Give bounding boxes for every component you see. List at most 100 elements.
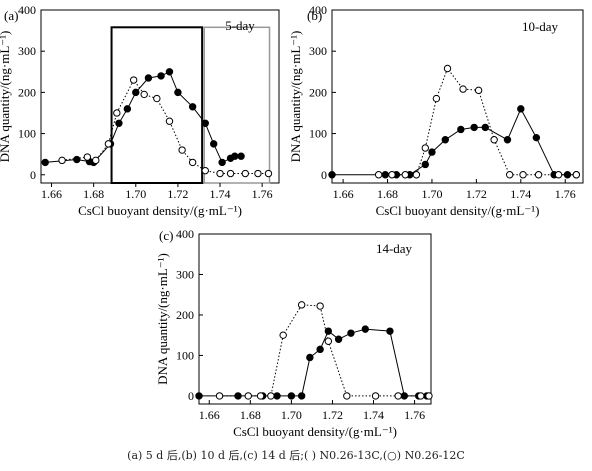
panel-label: (c) xyxy=(159,228,173,243)
series-2-point xyxy=(474,86,483,95)
series-2-point xyxy=(226,169,235,178)
series-1-point xyxy=(165,68,174,76)
series-2-point xyxy=(279,331,287,339)
series-2-point xyxy=(388,171,396,179)
x-tick-label: 1.68 xyxy=(240,408,261,422)
series-2-point xyxy=(572,171,581,179)
series-2-point xyxy=(83,153,92,161)
series-2-point xyxy=(297,301,306,309)
series-1-point xyxy=(123,105,132,113)
x-tick-label: 1.72 xyxy=(167,187,188,201)
series-2-point xyxy=(505,171,514,179)
series-2-point xyxy=(58,156,66,165)
series-2-point xyxy=(264,169,273,178)
series-1-point xyxy=(334,335,343,343)
duration-label: 14-day xyxy=(376,241,413,256)
x-tick-label: 1.70 xyxy=(281,408,302,422)
x-tick-label: 1.68 xyxy=(377,187,398,201)
y-axis-label: DNA quantity/(ng·mL⁻¹) xyxy=(288,31,303,163)
series-1-point xyxy=(201,119,209,127)
figure-caption: (a) 5 d 后,(b) 10 d 后,(c) 14 d 后;( ) N0.2… xyxy=(127,449,465,462)
series-2-point xyxy=(401,171,410,179)
series-2-point xyxy=(316,302,324,310)
x-tick-label: 1.66 xyxy=(333,187,354,201)
series-2-point xyxy=(178,146,186,154)
series-2-point xyxy=(421,144,429,152)
series-1-point xyxy=(188,103,197,111)
series-1-point xyxy=(218,158,226,167)
series-1-point xyxy=(195,392,203,400)
series-2-point xyxy=(519,171,527,179)
x-tick-label: 1.66 xyxy=(199,408,220,422)
y-tick-label: 300 xyxy=(176,267,194,281)
series-2-point xyxy=(256,392,265,400)
y-tick-label: 400 xyxy=(309,3,327,17)
series-2-point xyxy=(324,337,333,345)
series-1-point xyxy=(237,152,245,160)
duration-label: 5-day xyxy=(225,18,255,33)
plot-frame xyxy=(198,233,432,405)
x-tick-label: 1.76 xyxy=(252,187,273,201)
chart-panel-2: 1.66 1.68 1.70 1.72 1.74 1.76 0 100 200 300 400 CsC… xyxy=(288,3,584,218)
series-1-point xyxy=(457,125,465,134)
series-2-point xyxy=(129,76,138,84)
figure: 1.66 1.68 1.70 1.72 1.74 1.76 0 100 200 300 400 CsC… xyxy=(0,3,584,439)
x-tick-label: 1.76 xyxy=(555,187,576,201)
series-1-point xyxy=(386,327,394,335)
series-1-point xyxy=(174,88,182,97)
series-1-point xyxy=(157,72,165,80)
series-line-1 xyxy=(45,71,242,164)
series-2-point xyxy=(432,94,441,103)
panel-label: (b) xyxy=(307,8,322,23)
series-1-point xyxy=(328,171,336,179)
x-tick-label: 1.72 xyxy=(322,408,343,422)
series-1-point xyxy=(441,136,449,144)
series-2-point xyxy=(267,392,275,400)
series-1-point xyxy=(347,329,355,337)
highlight-box-1 xyxy=(110,26,204,184)
series-2-point xyxy=(216,169,224,178)
plot-frame xyxy=(331,9,584,184)
y-tick-label: 300 xyxy=(309,44,327,58)
x-tick-label: 1.70 xyxy=(125,187,146,201)
x-tick-label: 1.76 xyxy=(404,408,425,422)
series-1-point xyxy=(306,353,314,362)
y-tick-label: 200 xyxy=(176,308,194,322)
series-2-point xyxy=(165,117,174,125)
series-1-point xyxy=(470,123,478,132)
chart-panel-1: 1.66 1.68 1.70 1.72 1.74 1.76 0 100 200 300 400 CsC… xyxy=(0,3,280,218)
series-2-point xyxy=(113,109,121,117)
series-2-point xyxy=(254,169,262,178)
series-2-point xyxy=(490,136,498,144)
chart-panel-3: 1.66 1.68 1.70 1.72 1.74 1.76 0 100 200 300 400 CsC… xyxy=(155,227,433,439)
series-1-point xyxy=(361,325,370,333)
series-2-point xyxy=(459,85,467,93)
series-1-point xyxy=(503,136,512,144)
series-1-point xyxy=(532,133,541,142)
y-tick-label: 300 xyxy=(18,44,36,58)
series-1-point xyxy=(428,148,436,156)
y-tick-label: 0 xyxy=(321,168,327,182)
x-tick-label: 1.66 xyxy=(41,187,62,201)
y-axis-label: DNA quantity/(ng·mL⁻¹) xyxy=(155,253,170,385)
series-1-point xyxy=(132,88,140,97)
series-1-point xyxy=(316,345,324,354)
series-2-point xyxy=(153,94,161,103)
series-2-point xyxy=(343,392,351,400)
series-2-point xyxy=(188,158,197,167)
y-tick-label: 400 xyxy=(18,3,36,17)
y-tick-label: 400 xyxy=(176,227,194,241)
x-tick-label: 1.74 xyxy=(510,187,531,201)
series-2-point xyxy=(425,392,433,400)
series-2-point xyxy=(412,171,421,179)
series-2-point xyxy=(201,166,209,175)
x-tick-label: 1.74 xyxy=(363,408,384,422)
y-tick-label: 100 xyxy=(309,127,327,141)
y-tick-label: 100 xyxy=(18,127,36,141)
series-2-point xyxy=(92,156,100,165)
series-1-point xyxy=(421,160,429,169)
series-2-point xyxy=(443,64,452,73)
series-1-point xyxy=(73,155,81,164)
series-2-point xyxy=(554,171,563,179)
y-tick-label: 200 xyxy=(18,85,36,99)
